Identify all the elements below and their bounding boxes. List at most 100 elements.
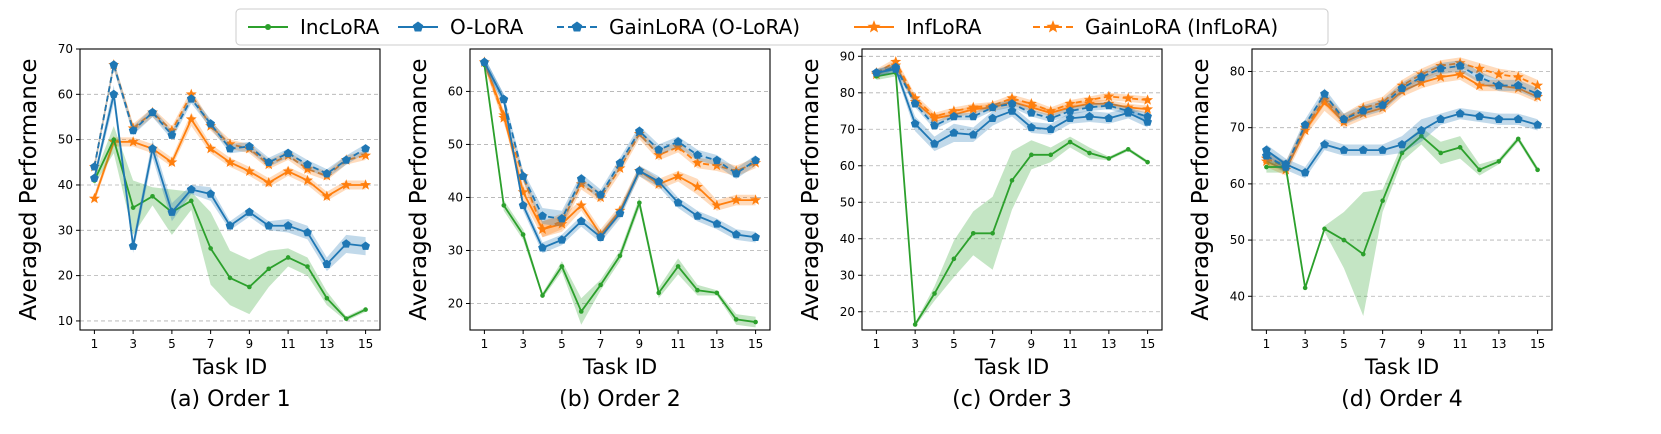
series-o-lora xyxy=(1262,108,1542,179)
data-point xyxy=(890,56,902,67)
data-point xyxy=(1419,133,1424,139)
data-point xyxy=(1027,108,1036,117)
y-tick-label: 70 xyxy=(58,42,73,56)
data-point xyxy=(188,198,194,204)
data-point xyxy=(733,317,739,322)
data-point xyxy=(673,137,683,146)
x-tick-label: 9 xyxy=(246,337,254,351)
y-tick-label: 70 xyxy=(840,122,855,136)
data-point xyxy=(224,138,236,149)
data-point xyxy=(206,189,215,198)
data-point xyxy=(1064,97,1076,109)
data-point xyxy=(363,307,368,312)
data-point xyxy=(1142,94,1154,105)
data-point xyxy=(322,259,332,268)
data-point xyxy=(910,99,920,108)
data-point xyxy=(324,295,330,301)
x-tick-label: 3 xyxy=(1301,337,1309,351)
y-tick-label: 20 xyxy=(840,305,855,319)
data-point xyxy=(303,159,312,169)
data-point xyxy=(930,121,939,130)
data-point xyxy=(1380,198,1385,204)
x-tick-label: 15 xyxy=(1140,337,1155,351)
data-point xyxy=(227,275,233,281)
y-tick-label: 50 xyxy=(1230,233,1245,247)
data-point xyxy=(1474,79,1485,91)
y-axis-label: Averaged Performance xyxy=(798,58,824,320)
data-point xyxy=(1399,150,1405,156)
x-tick-label: 1 xyxy=(481,337,489,351)
data-point xyxy=(1358,106,1368,115)
data-point xyxy=(1122,92,1134,103)
data-point xyxy=(711,199,723,211)
legend-label: GainLoRA (InfLoRA) xyxy=(1085,15,1278,39)
data-point xyxy=(654,145,664,154)
data-point xyxy=(266,266,272,272)
data-point xyxy=(130,205,136,210)
data-point xyxy=(1496,159,1502,164)
data-point xyxy=(614,162,626,173)
data-point xyxy=(929,110,940,122)
data-point xyxy=(930,139,939,148)
data-point xyxy=(283,148,293,157)
data-point xyxy=(731,229,741,239)
data-point xyxy=(968,111,978,121)
data-point xyxy=(206,119,215,128)
data-point xyxy=(1106,156,1112,161)
series-gainlora-inflora xyxy=(870,56,1154,122)
data-point xyxy=(990,230,995,236)
data-point xyxy=(1125,147,1131,152)
legend-marker xyxy=(412,21,424,32)
y-tick-label: 40 xyxy=(1230,289,1245,303)
y-tick-label: 40 xyxy=(840,232,855,246)
x-tick-label: 1 xyxy=(873,337,881,351)
y-tick-label: 90 xyxy=(840,49,855,63)
data-point xyxy=(714,290,720,296)
x-tick-label: 13 xyxy=(1101,337,1116,351)
data-point xyxy=(1025,97,1037,109)
data-point xyxy=(1143,111,1152,121)
x-tick-label: 13 xyxy=(1491,337,1506,351)
data-point xyxy=(1339,145,1349,154)
x-axis-label: Task ID xyxy=(192,355,267,379)
data-point xyxy=(1065,106,1075,115)
data-point xyxy=(518,200,528,210)
series-band xyxy=(876,69,1148,327)
data-point xyxy=(1494,114,1504,123)
data-point xyxy=(185,88,197,99)
series-band xyxy=(94,126,366,321)
legend-marker xyxy=(264,23,272,31)
y-tick-label: 50 xyxy=(58,133,73,147)
data-point xyxy=(322,169,332,178)
data-point xyxy=(1104,113,1114,123)
data-point xyxy=(575,199,587,211)
legend-label: InfLoRA xyxy=(906,15,982,39)
data-point xyxy=(1360,251,1366,257)
y-tick-label: 80 xyxy=(840,86,855,100)
x-tick-label: 7 xyxy=(207,337,215,351)
data-point xyxy=(635,126,644,135)
data-point xyxy=(576,174,586,183)
data-point xyxy=(518,171,528,180)
data-point xyxy=(910,119,920,128)
data-point xyxy=(578,309,584,314)
plot-frame xyxy=(861,48,1163,331)
data-point xyxy=(1378,145,1387,154)
data-point xyxy=(1262,151,1271,160)
data-point xyxy=(968,130,978,139)
series-band xyxy=(94,60,366,181)
data-point xyxy=(1046,113,1056,123)
data-point xyxy=(205,142,217,154)
x-tick-label: 11 xyxy=(1452,337,1467,351)
data-point xyxy=(1104,100,1114,110)
y-tick-label: 60 xyxy=(840,159,855,173)
data-point xyxy=(891,62,901,71)
data-point xyxy=(302,174,313,186)
data-point xyxy=(1532,79,1544,91)
legend-label: GainLoRA (O-LoRA) xyxy=(609,15,800,39)
data-point xyxy=(557,214,567,223)
series-band xyxy=(1266,127,1538,316)
data-point xyxy=(1417,125,1426,135)
data-point xyxy=(1085,102,1094,112)
data-point xyxy=(692,181,703,192)
